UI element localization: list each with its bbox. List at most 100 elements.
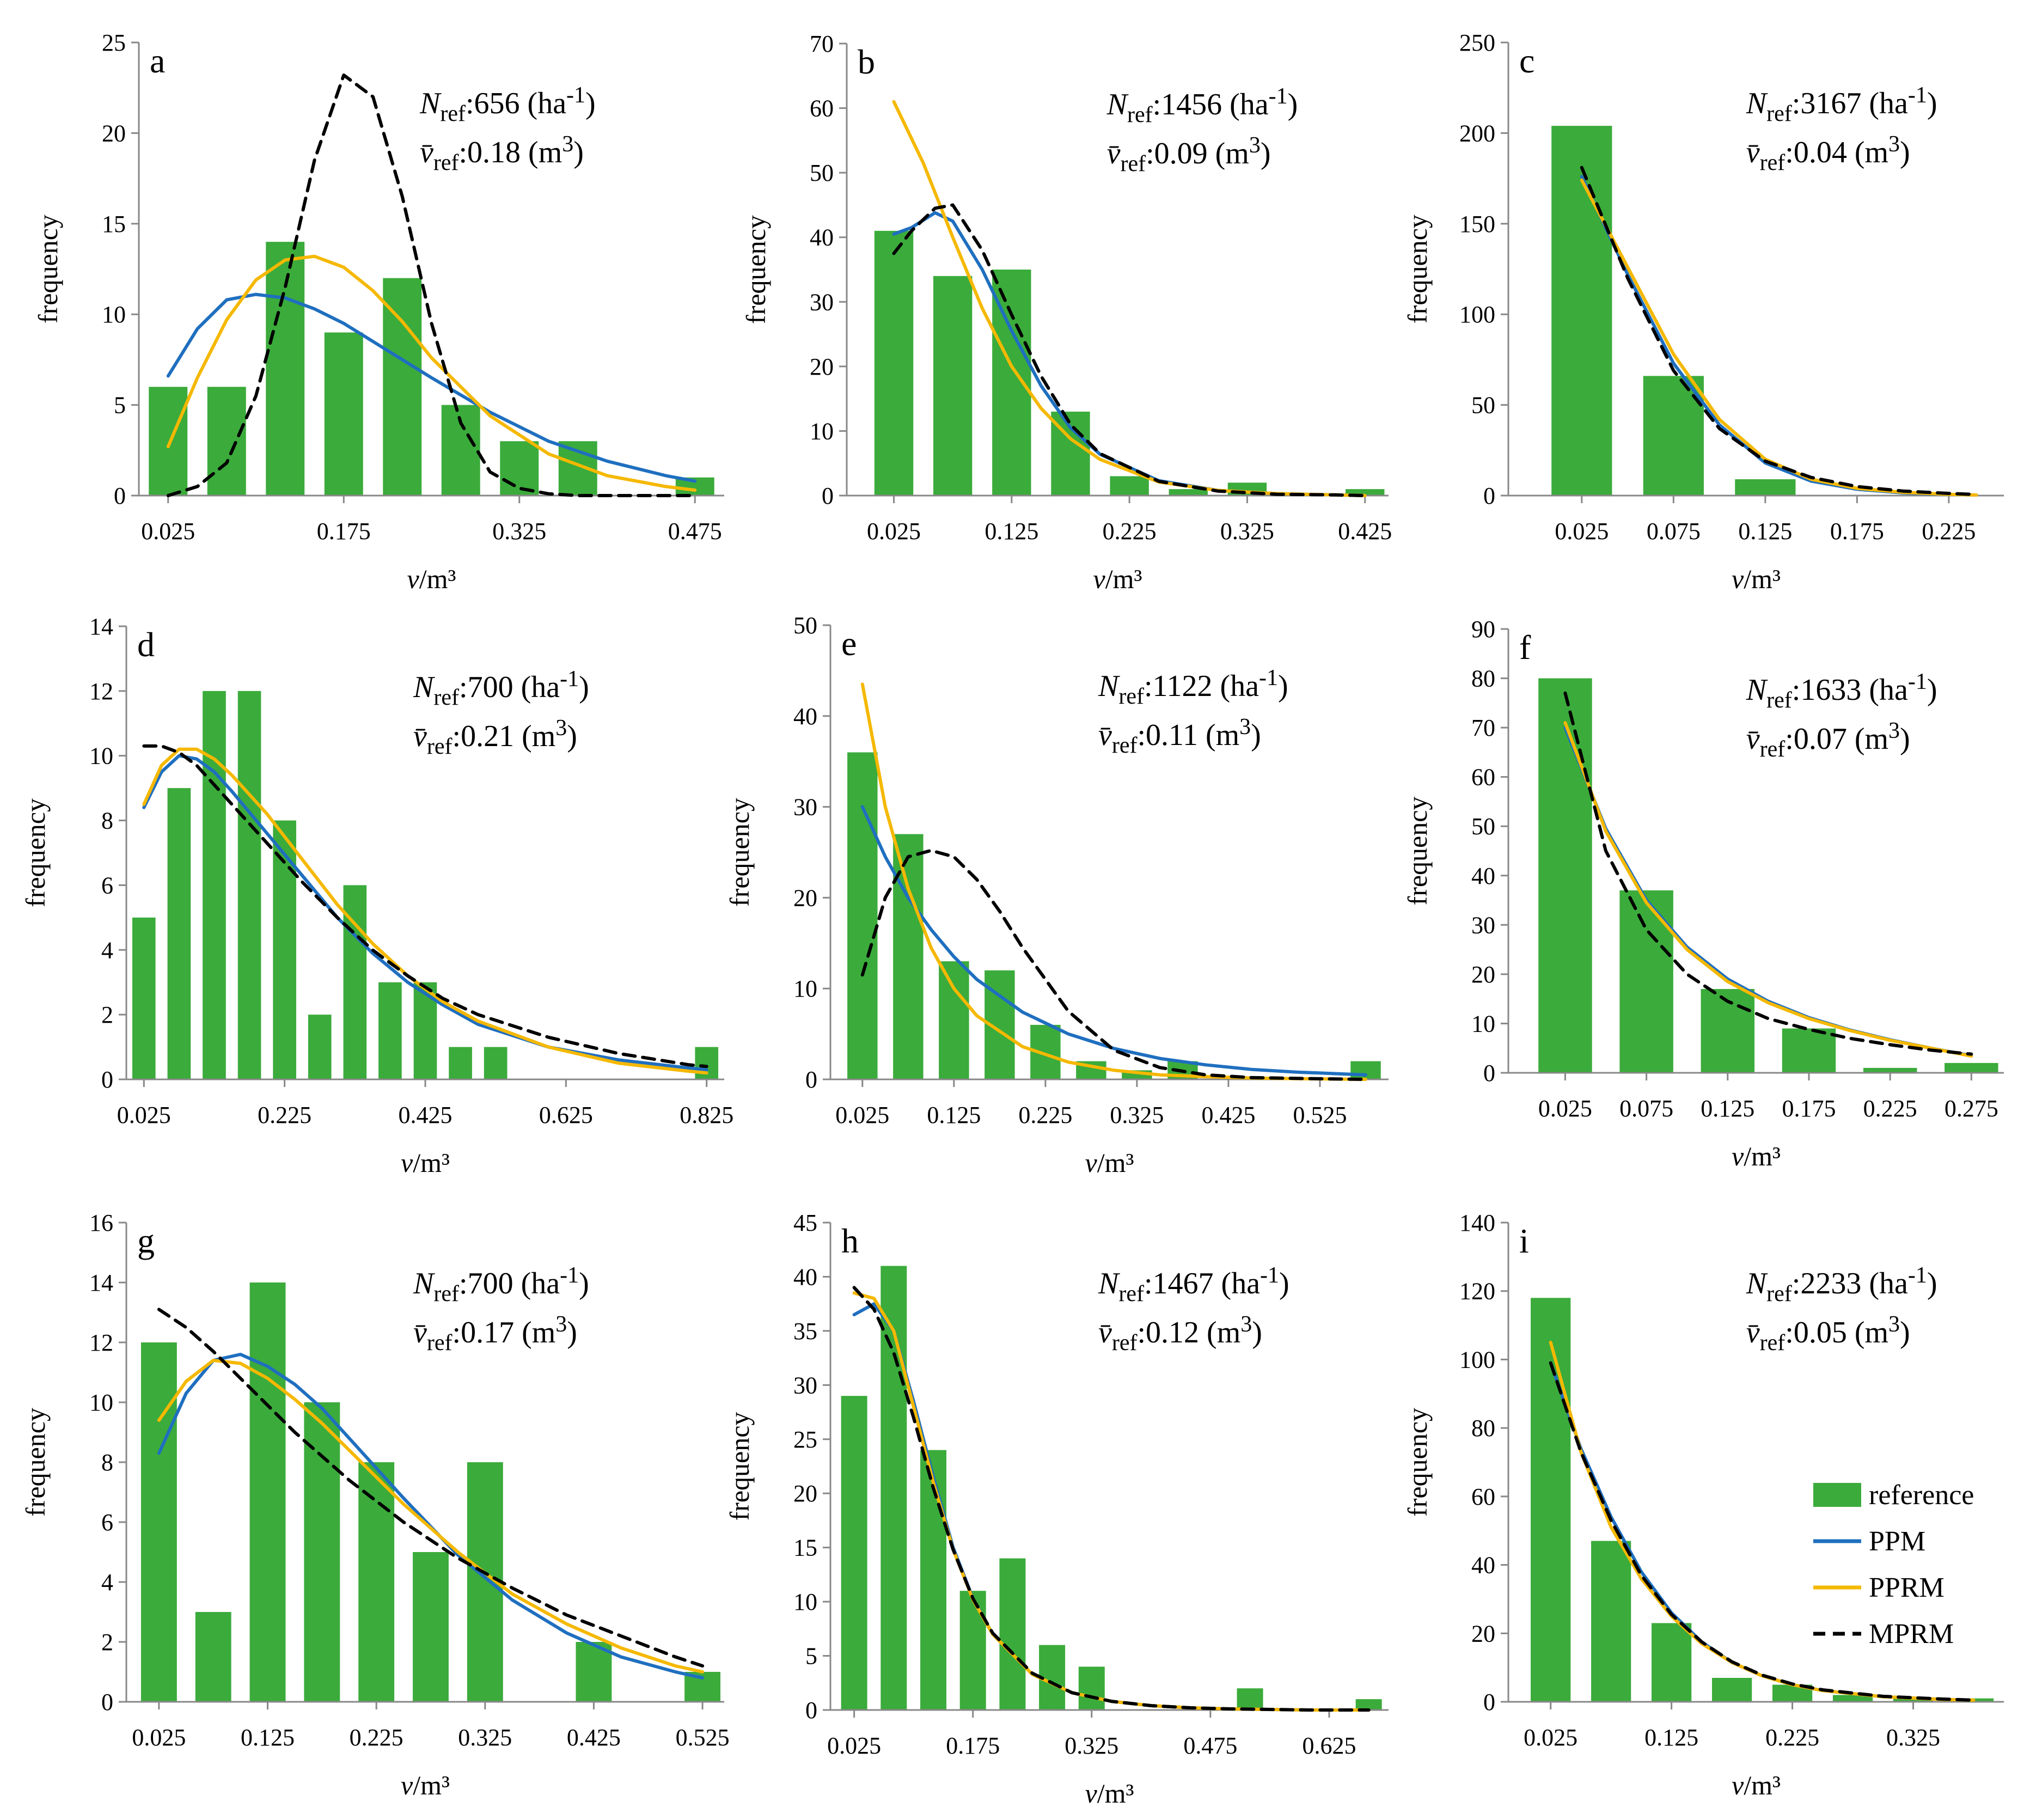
annotation-sub: ref [433,1281,459,1306]
y-tick-label: 14 [89,613,113,640]
y-tick-label: 10 [89,743,113,769]
annotation-sub: ref [1118,684,1144,709]
x-tick-label: 0.425 [1201,1102,1255,1128]
bar-e-8 [1350,1061,1381,1079]
legend-label-pprm: PPRM [1869,1572,1945,1603]
y-axis-title: frequency [741,215,771,324]
annotation-n-symbol: N [1746,1267,1768,1300]
bar-h-6 [1078,1666,1105,1710]
annotation-close: ) [1900,722,1910,756]
x-axis-title-var: v [407,564,420,594]
x-tick-label: 0.325 [1110,1102,1164,1128]
bar-h-4 [999,1558,1026,1710]
x-axis-title-unit: /m³ [413,1770,450,1800]
series-line-ppm-e [860,805,1367,1077]
annotation-sub: ref [1127,102,1153,127]
annotation-sub: ref [1766,1281,1792,1306]
panel-letter: e [841,624,857,663]
y-tick-label: 20 [810,353,834,380]
x-tick-label: 0.125 [1738,518,1792,545]
bar-i-1 [1591,1541,1631,1702]
annotation-sub: ref [1120,151,1146,176]
annotation-sup: -1 [1269,84,1288,109]
y-tick-label: 40 [1471,863,1495,889]
y-tick-label: 8 [101,1449,113,1476]
x-tick-label: 0.625 [1302,1732,1356,1759]
annotation-close: ) [1900,136,1910,169]
y-tick-label: 25 [793,1426,817,1453]
series-line-pprm-c [1580,178,1978,497]
x-axis-title-unit: /m³ [419,564,456,594]
bar-d-2 [203,691,226,1079]
y-axis-title: frequency [1402,215,1433,323]
bar-g-4 [358,1462,395,1702]
annotation-n-symbol: N [1746,87,1768,120]
y-tick-label: 8 [101,808,113,834]
x-tick-label: 0.125 [927,1102,981,1128]
bar-h-2 [920,1450,946,1710]
annotation-close: ) [1278,669,1288,703]
annotation-sub: ref [1760,150,1786,175]
x-axis-title: v/m³ [1732,564,1781,594]
chart-panel-d: 0 2 4 6 8 10 12 14 0.025 0.225 0.425 0.625 0.825 d Nre… [20,613,733,1178]
bar-i-6 [1893,1698,1934,1702]
y-tick-label: 10 [793,975,817,1002]
x-tick-label: 0.025 [117,1102,171,1128]
annotation-v-value: :0.21 (m [453,719,556,753]
y-tick-label: 16 [89,1210,113,1236]
annotation-n-ref: Nref:1467 (ha-1) [1098,1263,1289,1306]
bar-g-2 [249,1282,286,1702]
y-tick-label: 12 [89,678,113,705]
x-axis-title: v/m³ [1085,1147,1134,1178]
annotation-v-value: :0.17 (m [453,1316,556,1349]
panel-letter: b [858,42,875,81]
annotation-close: ) [579,670,589,704]
chart-panel-c: 0 50 100 150 200 250 0.025 0.075 0.125 0.175 0.225… [1402,29,2004,594]
y-tick-label: 0 [101,1689,113,1715]
annotation-sup: -1 [1908,669,1927,694]
y-tick-label: 20 [102,120,126,146]
bar-i-0 [1531,1298,1571,1702]
x-tick-label: 0.025 [141,518,195,545]
x-tick-label: 0.125 [1644,1724,1698,1751]
bar-d-10 [484,1047,508,1079]
annotation-v-value: :0.05 (m [1785,1316,1888,1349]
x-tick-label: 0.175 [317,518,371,545]
annotation-n-symbol: N [1106,88,1129,121]
y-tick-label: 0 [822,483,834,509]
annotation-v-ref: v̄ref:0.12 (m3) [1098,1312,1262,1355]
x-tick-label: 0.425 [399,1102,453,1128]
bar-a-4 [383,278,422,496]
y-tick-label: 150 [1459,211,1495,237]
annotation-close: ) [1251,718,1261,752]
bar-g-0 [140,1342,177,1702]
y-axis-title: frequency [1402,797,1433,906]
annotation-n-value: :656 (ha [466,87,566,120]
annotation-n-symbol: N [413,1267,435,1300]
x-tick-label: 0.225 [1103,518,1157,545]
series-line-mprm-b [892,203,1367,497]
y-tick-label: 10 [1471,1010,1495,1037]
series-line-ppm-a [166,292,697,483]
x-tick-label: 0.325 [1220,518,1274,545]
bar-g-5 [413,1552,449,1702]
annotation-v-symbol: v̄ [1098,1316,1112,1349]
y-tick-label: 20 [1471,961,1495,988]
x-axis-title-var: v [1732,1141,1744,1171]
y-tick-label: 20 [1471,1620,1495,1647]
y-tick-label: 200 [1459,120,1495,146]
bar-i-5 [1832,1695,1873,1702]
x-tick-label: 0.175 [1830,518,1884,545]
x-tick-label: 0.075 [1619,1095,1673,1122]
y-tick-label: 0 [1483,1060,1495,1086]
y-tick-label: 10 [793,1589,817,1615]
legend-label-reference: reference [1869,1480,1974,1511]
y-tick-label: 10 [810,418,834,444]
bar-a-2 [266,242,305,496]
y-tick-label: 30 [793,1372,817,1398]
annotation-n-ref: Nref:2233 (ha-1) [1746,1263,1937,1306]
panel-letter: a [150,41,165,80]
y-tick-label: 4 [101,937,113,963]
